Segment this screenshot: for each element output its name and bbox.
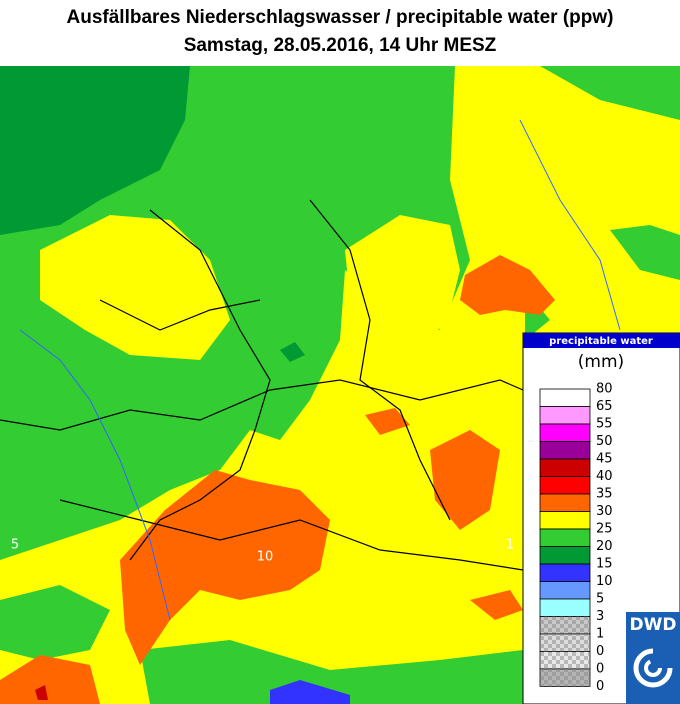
legend-swatch (539, 598, 591, 617)
legend-level: 15 (596, 557, 613, 572)
legend-swatch-pattern (540, 669, 590, 687)
legend-swatch (539, 563, 591, 582)
legend-swatch-pattern (540, 634, 590, 652)
legend-swatch-pattern (540, 616, 590, 634)
legend-swatch (539, 388, 591, 407)
legend-level: 0 (596, 679, 604, 694)
legend-swatch (539, 423, 591, 442)
contour-label: 10 (257, 550, 274, 565)
legend-level: 20 (596, 539, 613, 554)
legend-level: 55 (596, 417, 613, 432)
legend-swatch (539, 458, 591, 477)
legend-swatch (539, 546, 591, 565)
contour-label: 1 (506, 538, 514, 553)
legend-swatch (539, 476, 591, 495)
title: Ausfällbares Niederschlagswasser / preci… (67, 7, 614, 28)
legend-unit: (mm) (578, 352, 624, 372)
legend-level: 3 (596, 609, 604, 624)
legend-level: 40 (596, 469, 613, 484)
legend-level: 0 (596, 662, 604, 677)
legend-level: 1 (596, 627, 604, 642)
legend-swatch (539, 511, 591, 530)
legend-level: 10 (596, 574, 613, 589)
legend-level: 65 (596, 399, 613, 414)
legend-header: precipitable water (549, 336, 653, 347)
subtitle: Samstag, 28.05.2016, 14 Uhr MESZ (184, 35, 497, 56)
legend-level: 0 (596, 644, 604, 659)
legend-level: 45 (596, 452, 613, 467)
contour-label: 5 (11, 538, 19, 553)
legend: precipitable water (mm) 8065555045403530… (522, 332, 680, 704)
legend-swatch (539, 406, 591, 425)
legend-swatch (539, 441, 591, 460)
legend-swatch (539, 581, 591, 600)
legend-level: 35 (596, 487, 613, 502)
legend-swatch (539, 528, 591, 547)
legend-swatch (539, 493, 591, 512)
logo: DWD (626, 612, 680, 704)
logo-text: DWD (630, 615, 677, 635)
legend-level: 30 (596, 504, 613, 519)
legend-level: 80 (596, 382, 613, 397)
legend-level: 5 (596, 592, 604, 607)
legend-level: 25 (596, 522, 613, 537)
legend-swatch-pattern (540, 651, 590, 669)
legend-level: 50 (596, 434, 613, 449)
